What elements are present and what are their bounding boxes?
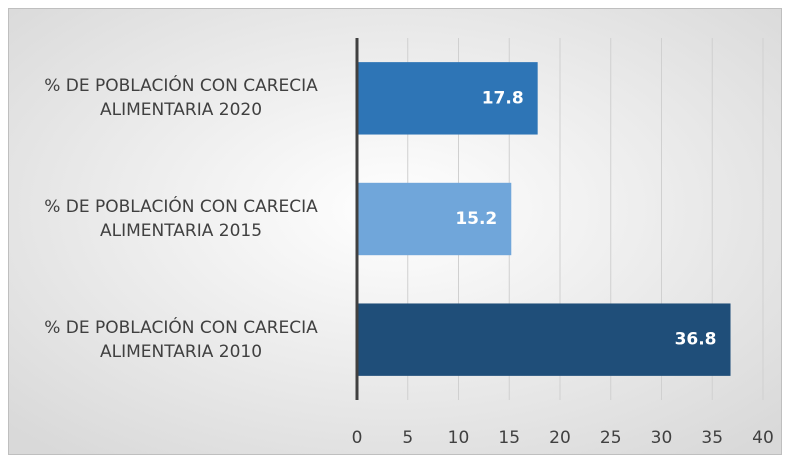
bar xyxy=(357,303,731,376)
y-tick-label: % DE POBLACIÓN CON CARECIA ALIMENTARIA 2… xyxy=(44,317,318,362)
data-label: 17.8 xyxy=(482,88,524,108)
data-label: 36.8 xyxy=(675,330,717,350)
bar xyxy=(357,182,512,256)
x-tick-label: 40 xyxy=(752,428,774,448)
x-tick-label: 30 xyxy=(651,428,673,448)
y-tick-label: % DE POBLACIÓN CON CARECIA ALIMENTARIA 2… xyxy=(44,197,318,241)
x-tick-label: 15 xyxy=(498,428,520,448)
x-tick-label: 5 xyxy=(402,428,413,448)
x-tick-label: 35 xyxy=(701,428,723,448)
x-tick-label: 10 xyxy=(448,428,470,448)
data-label: 15.2 xyxy=(455,209,497,229)
x-tick-label: 25 xyxy=(600,428,622,448)
bar xyxy=(357,62,538,135)
y-tick-label: % DE POBLACIÓN CON CARECIA ALIMENTARIA 2… xyxy=(44,76,318,121)
x-tick-label: 20 xyxy=(549,428,571,448)
x-tick-label: 0 xyxy=(352,428,363,448)
